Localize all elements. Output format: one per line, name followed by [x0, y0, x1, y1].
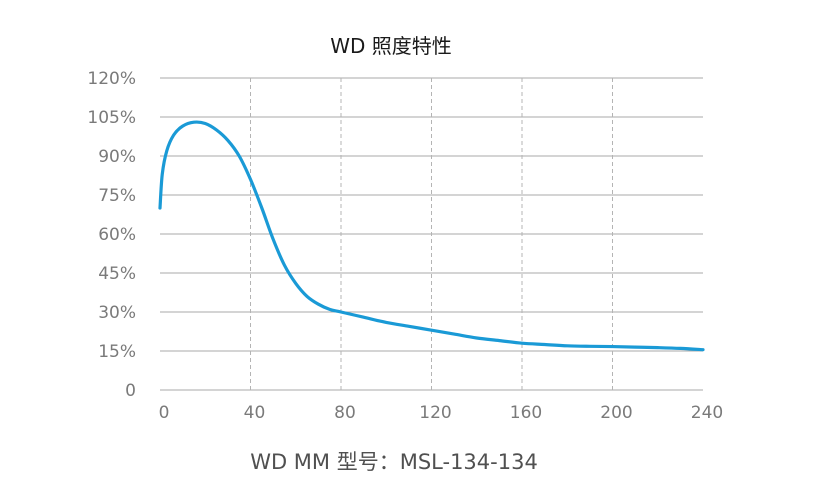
x-tick-label: 200 [600, 403, 632, 423]
y-tick-label: 60% [98, 225, 136, 245]
y-tick-label: 75% [98, 186, 136, 206]
y-axis-ticks: 0 15% 30% 45% 60% 75% 90% 105% 120% [87, 69, 136, 401]
x-tick-label: 40 [244, 403, 266, 423]
y-tick-label: 0 [125, 381, 136, 401]
x-tick-label: 240 [691, 403, 723, 423]
y-tick-label: 105% [87, 108, 136, 128]
y-tick-label: 15% [98, 342, 136, 362]
series-line [158, 120, 705, 352]
y-tick-label: 90% [98, 147, 136, 167]
chart-title: WD 照度特性 [330, 34, 452, 58]
x-axis-ticks: 0 40 80 120 160 200 240 [159, 403, 724, 423]
x-tick-label: 80 [334, 403, 356, 423]
y-tick-label: 120% [87, 69, 136, 89]
series-layer [158, 120, 705, 352]
x-tick-label: 0 [159, 403, 170, 423]
x-tick-label: 120 [419, 403, 451, 423]
y-tick-label: 30% [98, 303, 136, 323]
y-tick-label: 45% [98, 264, 136, 284]
grid [160, 77, 703, 391]
x-axis-label: WD MM 型号：MSL-134-134 [250, 450, 538, 474]
x-tick-label: 160 [510, 403, 542, 423]
